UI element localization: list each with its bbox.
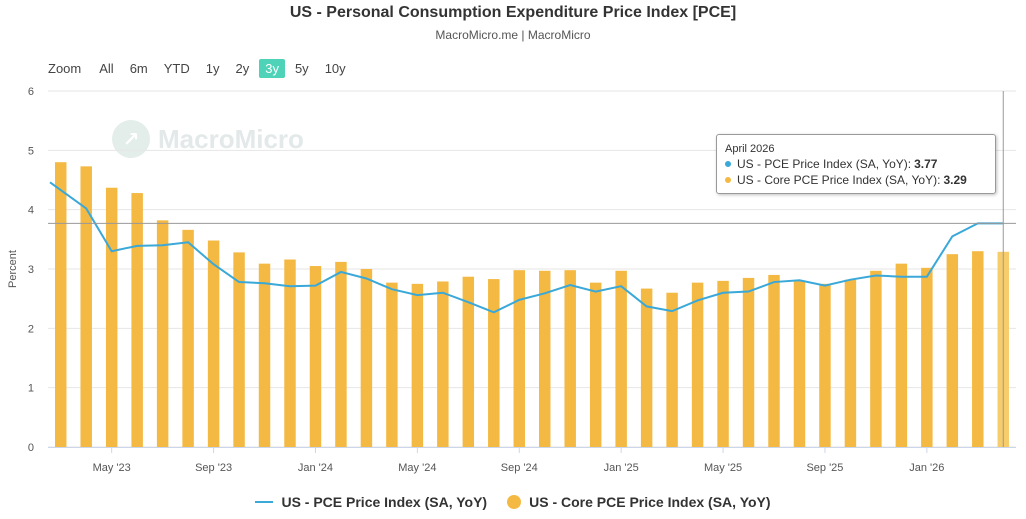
core-pce-bar[interactable] — [819, 283, 831, 447]
core-pce-bar[interactable] — [309, 266, 322, 447]
core-pce-bar[interactable] — [462, 276, 475, 447]
zoom-5y-button[interactable]: 5y — [294, 60, 309, 76]
y-tick-label: 3 — [28, 264, 34, 276]
core-pce-bar[interactable] — [207, 240, 220, 447]
core-pce-bar[interactable] — [335, 261, 347, 447]
y-tick-label: 6 — [28, 86, 34, 98]
core-pce-bar[interactable] — [513, 270, 525, 447]
y-tick-label: 0 — [28, 442, 34, 454]
zoom-ytd-button[interactable]: YTD — [163, 60, 190, 76]
x-tick-label: Jan '25 — [604, 462, 639, 474]
circle-symbol-icon — [507, 495, 522, 509]
zoom-6m-button[interactable]: 6m — [129, 60, 148, 76]
core-pce-bar[interactable] — [80, 166, 92, 447]
core-pce-bar[interactable] — [488, 279, 500, 447]
core-pce-dot-icon — [725, 177, 731, 183]
core-pce-bar[interactable] — [666, 292, 678, 447]
zoom-label: Zoom — [48, 60, 82, 76]
tooltip-series-name: US - PCE Price Index (SA, YoY) — [737, 157, 908, 171]
x-tick-label: Jan '26 — [909, 462, 944, 474]
core-pce-bar[interactable] — [258, 263, 271, 447]
x-tick-label: Sep '24 — [501, 462, 538, 474]
core-pce-bar[interactable] — [793, 280, 806, 447]
y-tick-label: 5 — [28, 145, 34, 157]
core-pce-bar[interactable] — [972, 251, 984, 447]
watermark-text: MacroMicro — [158, 123, 304, 154]
zoom-1y-button[interactable]: 1y — [205, 60, 220, 76]
legend-item-core-pce[interactable]: US - Core PCE Price Index (SA, YoY) — [507, 494, 771, 510]
zoom-2y-button[interactable]: 2y — [235, 60, 250, 76]
y-tick-label: 4 — [28, 205, 34, 217]
y-tick-label: 2 — [28, 323, 34, 335]
y-tick-label: 1 — [28, 383, 34, 395]
core-pce-bar[interactable] — [640, 288, 653, 447]
core-pce-bar[interactable] — [156, 220, 169, 447]
core-pce-bar[interactable] — [386, 282, 398, 447]
tooltip-series-name: US - Core PCE Price Index (SA, YoY) — [737, 173, 938, 187]
core-pce-bar[interactable] — [411, 283, 424, 447]
core-pce-bar[interactable] — [284, 259, 296, 447]
x-tick-label: Sep '25 — [806, 462, 843, 474]
zoom-10y-button[interactable]: 10y — [324, 60, 346, 76]
line-symbol-icon — [255, 501, 274, 503]
x-tick-label: May '23 — [93, 462, 131, 474]
legend-label: US - Core PCE Price Index (SA, YoY) — [529, 494, 771, 510]
core-pce-bar[interactable] — [564, 270, 576, 447]
chart-subtitle: MacroMicro.me | MacroMicro — [435, 28, 591, 42]
core-pce-bar[interactable] — [768, 274, 780, 447]
core-pce-bar[interactable] — [870, 270, 882, 447]
x-tick-label: Jan '24 — [298, 462, 333, 474]
core-pce-bar[interactable] — [182, 229, 194, 447]
core-pce-bar[interactable] — [921, 267, 933, 447]
core-pce-bar[interactable] — [131, 193, 143, 447]
tooltip-series-value: 3.77 — [914, 157, 938, 171]
core-pce-bar[interactable] — [691, 282, 704, 447]
legend: US - PCE Price Index (SA, YoY) US - Core… — [0, 494, 1026, 510]
y-axis-label: Percent — [7, 250, 19, 288]
zoom-bar: Zoom All 6m YTD 1y 2y 3y 5y 10y — [48, 58, 356, 78]
zoom-3y-button[interactable]: 3y — [259, 58, 285, 78]
pce-dot-icon — [725, 161, 731, 167]
tooltip-series-value: 3.29 — [943, 173, 967, 187]
x-tick-label: Sep '23 — [195, 462, 232, 474]
x-tick-label: May '25 — [704, 462, 742, 474]
core-pce-bar[interactable] — [233, 252, 245, 447]
tooltip-row-core-pce: US - Core PCE Price Index (SA, YoY): 3.2… — [725, 173, 967, 187]
legend-item-pce[interactable]: US - PCE Price Index (SA, YoY) — [255, 494, 487, 510]
core-pce-bar[interactable] — [717, 280, 729, 447]
core-pce-bar[interactable] — [742, 277, 755, 447]
core-pce-bar[interactable] — [105, 187, 118, 448]
core-pce-bar[interactable] — [437, 281, 449, 447]
tooltip: April 2026 US - PCE Price Index (SA, YoY… — [716, 134, 996, 194]
tooltip-row-pce: US - PCE Price Index (SA, YoY): 3.77 — [725, 157, 937, 171]
legend-label: US - PCE Price Index (SA, YoY) — [281, 494, 488, 510]
tooltip-date: April 2026 — [725, 143, 775, 155]
chart-trend-icon: ↗ — [112, 120, 150, 158]
core-pce-bar[interactable] — [360, 269, 373, 447]
core-pce-bar[interactable] — [615, 270, 627, 447]
zoom-all-button[interactable]: All — [99, 60, 114, 76]
core-pce-bar[interactable] — [946, 254, 959, 447]
core-pce-bar[interactable] — [844, 279, 857, 447]
x-tick-label: May '24 — [398, 462, 436, 474]
chart-title: US - Personal Consumption Expenditure Pr… — [289, 4, 737, 21]
core-pce-bar[interactable] — [55, 162, 67, 447]
watermark-logo: ↗ MacroMicro — [112, 120, 304, 158]
core-pce-bar[interactable] — [895, 263, 908, 447]
core-pce-bar[interactable] — [539, 270, 551, 447]
pce-line[interactable] — [49, 181, 1004, 314]
core-pce-bar[interactable] — [589, 282, 602, 447]
